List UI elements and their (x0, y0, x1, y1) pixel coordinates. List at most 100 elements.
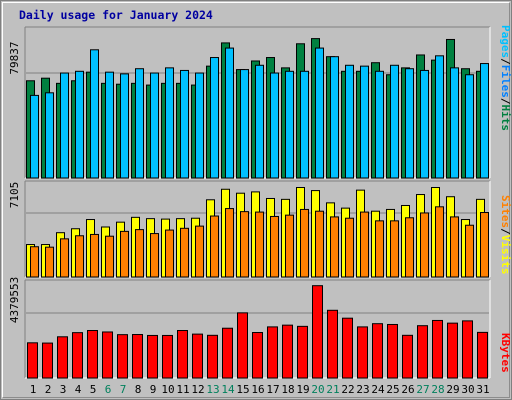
bar-sites-23 (360, 211, 369, 278)
bar-files-13 (210, 57, 219, 179)
bar-sites-11 (180, 227, 189, 278)
bar-files-18 (285, 70, 294, 179)
legend-item-sites: Sites (499, 195, 512, 228)
x-tick-label-31: 31 (476, 383, 489, 396)
x-tick-label-19: 19 (296, 383, 309, 396)
bar-kbytes-12 (192, 333, 203, 379)
bar-files-21 (330, 56, 339, 179)
bar-files-16 (255, 64, 264, 179)
bar-sites-29 (450, 216, 459, 278)
bar-kbytes-3 (57, 336, 68, 379)
bar-files-9 (150, 72, 159, 179)
bar-kbytes-24 (372, 323, 383, 379)
legend-item-kbytes: KBytes (499, 333, 512, 373)
bar-sites-25 (390, 220, 399, 278)
legend-item-files: Files (499, 65, 512, 98)
bar-sites-22 (345, 217, 354, 278)
bar-files-7 (120, 73, 129, 179)
bar-files-17 (270, 72, 279, 179)
bar-sites-8 (135, 229, 144, 278)
legend-item-visits: Visits (499, 235, 512, 275)
bar-kbytes-15 (237, 312, 248, 379)
bar-files-29 (450, 67, 459, 179)
bar-kbytes-11 (177, 330, 188, 379)
bar-files-15 (240, 69, 249, 179)
bar-sites-5 (90, 233, 99, 278)
bar-files-6 (105, 71, 114, 179)
bar-kbytes-19 (297, 325, 308, 379)
bar-kbytes-7 (117, 334, 128, 379)
legend-item-pages: Pages (499, 25, 512, 58)
legend-separator: / (499, 98, 512, 105)
bar-sites-9 (150, 233, 159, 278)
bar-files-5 (90, 49, 99, 179)
bar-files-26 (405, 68, 414, 179)
bar-files-10 (165, 67, 174, 179)
bar-kbytes-22 (342, 317, 353, 379)
x-tick-label-7: 7 (120, 383, 127, 396)
x-tick-label-27: 27 (416, 383, 429, 396)
x-tick-label-25: 25 (386, 383, 399, 396)
bar-kbytes-20 (312, 285, 323, 379)
bar-files-28 (435, 55, 444, 179)
x-tick-label-17: 17 (266, 383, 279, 396)
bar-files-1 (30, 94, 39, 179)
bar-sites-3 (60, 238, 69, 278)
bar-sites-26 (405, 217, 414, 278)
bar-kbytes-28 (432, 319, 443, 379)
x-tick-label-20: 20 (311, 383, 324, 396)
bar-files-4 (75, 70, 84, 179)
bar-kbytes-1 (27, 342, 38, 379)
x-tick-label-2: 2 (45, 383, 52, 396)
bar-files-11 (180, 69, 189, 179)
bar-files-25 (390, 64, 399, 179)
bar-kbytes-5 (87, 330, 98, 379)
bar-sites-14 (225, 208, 234, 278)
x-tick-label-15: 15 (236, 383, 249, 396)
x-tick-label-22: 22 (341, 383, 354, 396)
bar-kbytes-8 (132, 334, 143, 379)
chart-title: Daily usage for January 2024 (19, 8, 213, 22)
x-tick-label-12: 12 (191, 383, 204, 396)
bar-sites-31 (480, 212, 489, 278)
x-tick-label-14: 14 (221, 383, 235, 396)
x-tick-label-4: 4 (75, 383, 82, 396)
bar-sites-21 (330, 216, 339, 278)
bar-sites-20 (315, 210, 324, 278)
y-max-label: 4379553 (8, 277, 21, 323)
bar-sites-2 (45, 246, 54, 278)
bar-files-23 (360, 65, 369, 179)
bar-sites-28 (435, 206, 444, 278)
x-tick-label-24: 24 (371, 383, 385, 396)
x-tick-label-28: 28 (431, 383, 444, 396)
bar-kbytes-10 (162, 334, 173, 379)
x-tick-label-29: 29 (446, 383, 459, 396)
bar-kbytes-21 (327, 309, 338, 379)
legend: KBytes (499, 333, 512, 373)
x-tick-label-1: 1 (30, 383, 37, 396)
bar-files-24 (375, 70, 384, 179)
x-tick-label-26: 26 (401, 383, 414, 396)
x-tick-label-21: 21 (326, 383, 339, 396)
bar-kbytes-27 (417, 325, 428, 379)
bar-kbytes-29 (447, 322, 458, 379)
x-tick-label-18: 18 (281, 383, 294, 396)
bar-kbytes-14 (222, 327, 233, 379)
bar-kbytes-13 (207, 334, 218, 379)
bar-files-2 (45, 92, 54, 179)
bar-files-20 (315, 47, 324, 179)
bar-kbytes-16 (252, 332, 263, 379)
x-tick-label-3: 3 (60, 383, 67, 396)
x-tick-label-13: 13 (206, 383, 219, 396)
bar-files-8 (135, 68, 144, 179)
bar-files-3 (60, 72, 69, 179)
bar-sites-15 (240, 211, 249, 278)
bar-kbytes-4 (72, 332, 83, 379)
x-tick-label-9: 9 (150, 383, 157, 396)
bar-files-22 (345, 64, 354, 179)
bar-kbytes-9 (147, 334, 158, 379)
legend: Sites/Visits (499, 195, 512, 275)
x-tick-label-16: 16 (251, 383, 264, 396)
